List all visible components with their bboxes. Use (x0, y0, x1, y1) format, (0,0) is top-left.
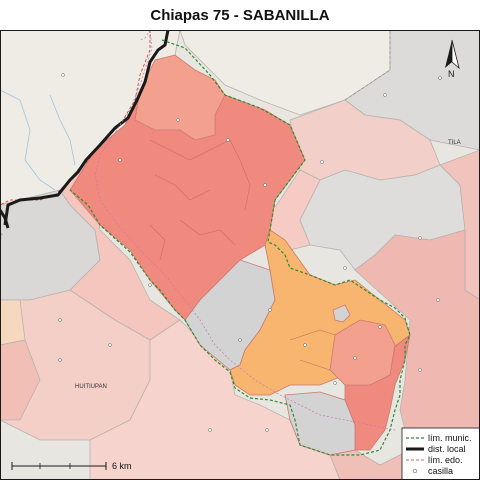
highway-line-north (139, 30, 151, 41)
municipal-boundary (69, 39, 411, 456)
region-far-west-pink (0, 339, 41, 421)
place-label-tila: TILA (448, 140, 461, 146)
scale-bar: 6 km (11, 461, 132, 471)
legend-label-district: dist. local (428, 444, 466, 454)
district-local-border (3, 30, 170, 226)
north-label: N (448, 69, 455, 79)
district-salmon-north (134, 54, 226, 141)
legend-label-casilla: casilla (428, 466, 453, 476)
district-sabanilla[interactable] (69, 54, 411, 456)
legend-symbol-casilla (412, 468, 418, 474)
place-label-huitiupan: HUITIUPAN (75, 384, 107, 390)
legend-box: lím. munic. dist. local lím. edo. casill… (401, 427, 480, 480)
legend-label-state: lím. edo. (428, 455, 463, 465)
seccion-lines (149, 139, 336, 371)
map-canvas[interactable]: TILA HUITIUPAN N 6 km lím. munic. dist. … (0, 30, 480, 480)
region-southeast-pink (354, 229, 480, 480)
north-arrow-icon: N (445, 39, 460, 79)
rivers (0, 89, 76, 191)
map-title: Chiapas 75 - SABANILLA (150, 7, 330, 24)
district-gray-islet (332, 304, 351, 323)
district-local-border-tail (0, 209, 10, 229)
district-salmon-east (329, 319, 396, 386)
district-gray-south (284, 391, 356, 456)
legend-label-municipal: lím. munic. (428, 433, 472, 443)
highway-line (94, 30, 396, 431)
neighbor-regions (0, 30, 480, 480)
scale-label: 6 km (112, 461, 132, 471)
